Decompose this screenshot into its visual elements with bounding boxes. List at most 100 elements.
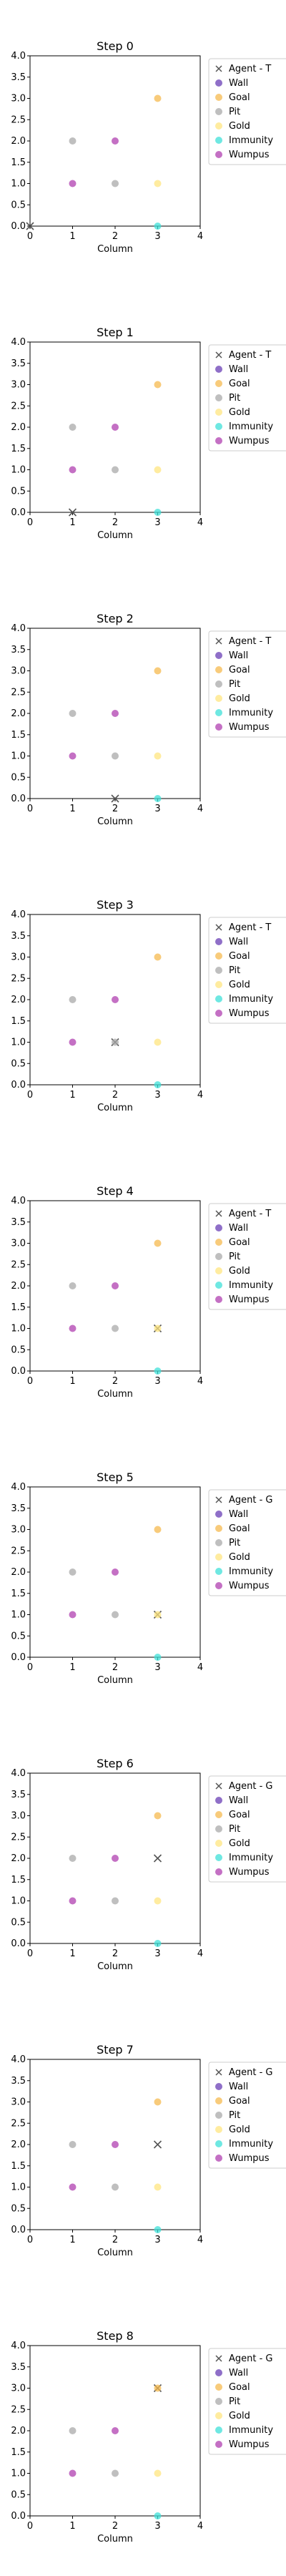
legend-label: Wumpus xyxy=(229,1867,270,1878)
legend-label: Immunity xyxy=(229,2425,273,2436)
y-tick-label: 1.0 xyxy=(11,1896,26,1907)
x-tick-label: 1 xyxy=(69,1662,75,1673)
x-tick-label: 3 xyxy=(154,1090,160,1101)
legend-label: Goal xyxy=(229,2382,250,2393)
pit-point xyxy=(112,1611,119,1619)
legend-marker xyxy=(215,137,222,144)
legend-marker xyxy=(215,652,222,659)
legend-label: Goal xyxy=(229,1237,250,1248)
chart-panel-1: Step 1 0 1 2 3 4 0.0 0.5 1.0 1.5 2.0 2.5 3.0 3.5 4.0 Co… xyxy=(11,326,286,541)
pit-point xyxy=(112,180,119,187)
legend-label: Wumpus xyxy=(229,2439,270,2450)
immunity-point xyxy=(154,1654,162,1661)
x-tick-label: 1 xyxy=(69,517,75,528)
x-tick-label: 1 xyxy=(69,804,75,814)
y-tick-label: 1.0 xyxy=(11,2469,26,2479)
goal-point xyxy=(154,2385,162,2392)
legend-label: Pit xyxy=(229,1538,240,1548)
x-axis-label: Column xyxy=(97,1103,133,1113)
x-tick-label: 0 xyxy=(27,1662,33,1673)
pit-point xyxy=(69,137,77,145)
pit-point xyxy=(112,1325,119,1332)
y-tick-label: 0.5 xyxy=(11,2203,26,2214)
chart-title: Step 0 xyxy=(97,39,134,53)
chart-panel-4: Step 40 1 2 3 40.00.51.01.52.02.53.03.54.0Co… xyxy=(11,1184,286,1400)
chart-title: Step 4 xyxy=(97,1184,134,1198)
legend-marker xyxy=(215,1010,222,1017)
pit-point xyxy=(69,710,77,717)
legend-marker xyxy=(215,366,222,373)
pit-point xyxy=(112,2184,119,2191)
y-tick-label: 2.5 xyxy=(11,114,26,125)
legend-label: Pit xyxy=(229,679,240,690)
legend-label: Gold xyxy=(229,2124,250,2135)
legend-marker xyxy=(215,2426,222,2434)
gold-point xyxy=(154,1325,162,1332)
x-tick-label: 2 xyxy=(112,1948,118,1959)
x-tick-label: 4 xyxy=(197,1948,203,1959)
x-axis-label: Column xyxy=(97,1389,133,1400)
y-tick-label: 0.5 xyxy=(11,2489,26,2500)
legend-label: Wall xyxy=(229,364,248,375)
legend-marker xyxy=(215,995,222,1002)
legend-label: Pit xyxy=(229,393,240,404)
wumpus-point xyxy=(69,1039,77,1046)
legend-label: Immunity xyxy=(229,1853,273,1863)
chart-panel-2: Step 20 1 2 3 40.00.51.01.52.02.53.03.54.0Co… xyxy=(11,612,286,827)
y-tick-label: 0.0 xyxy=(11,2225,26,2235)
legend-marker xyxy=(215,2126,222,2133)
pit-point xyxy=(69,1855,77,1862)
gold-point xyxy=(154,180,162,187)
legend-label: Wall xyxy=(229,1795,248,1806)
legend-label: Wall xyxy=(229,78,248,89)
legend-marker xyxy=(215,981,222,988)
legend-label: Gold xyxy=(229,980,250,990)
gold-point xyxy=(154,467,162,474)
y-tick-label: 2.0 xyxy=(11,136,26,147)
y-tick-label: 2.0 xyxy=(11,1281,26,1292)
y-tick-label: 0.5 xyxy=(11,772,26,783)
y-tick-label: 1.5 xyxy=(11,2161,26,2172)
x-tick-label: 4 xyxy=(197,517,203,528)
y-tick-label: 2.5 xyxy=(11,1832,26,1843)
pit-point xyxy=(69,1568,77,1576)
y-tick-label: 4.0 xyxy=(11,51,26,62)
wumpus-point xyxy=(69,2184,77,2191)
legend-marker xyxy=(215,380,222,387)
immunity-point xyxy=(154,223,162,230)
legend-label: Wall xyxy=(229,650,248,661)
legend-label: Immunity xyxy=(229,135,273,146)
y-tick-label: 4.0 xyxy=(11,1482,26,1493)
chart-panel-7: Step 7 0 1 2 3 4 0.0 0.5 1.0 1.5 2.0 2.5 3.0 3.5 4.0 Co… xyxy=(11,2043,286,2258)
wumpus-point xyxy=(69,2470,77,2477)
y-tick-label: 0.5 xyxy=(11,1631,26,1641)
legend-marker xyxy=(215,2412,222,2419)
legend-label: Goal xyxy=(229,92,250,103)
y-tick-label: 4.0 xyxy=(11,1196,26,1206)
legend-label: Goal xyxy=(229,665,250,675)
legend-label: Agent - T xyxy=(229,64,271,74)
legend-label: Gold xyxy=(229,1552,250,1563)
y-tick-label: 1.5 xyxy=(11,1302,26,1313)
chart-title: Step 3 xyxy=(97,898,134,912)
legend-marker xyxy=(215,666,222,673)
legend-marker xyxy=(215,122,222,130)
goal-point xyxy=(154,954,162,961)
y-tick-label: 0.0 xyxy=(11,1366,26,1377)
legend-marker xyxy=(215,1282,222,1289)
legend-label: Gold xyxy=(229,121,250,132)
wumpus-point xyxy=(112,1282,119,1289)
legend-marker xyxy=(215,108,222,115)
x-tick-label: 3 xyxy=(154,517,160,528)
gold-point xyxy=(154,753,162,760)
legend-marker xyxy=(215,409,222,416)
legend-marker xyxy=(215,1568,222,1575)
x-axis-label: Column xyxy=(97,1675,133,1686)
y-tick-label: 2.5 xyxy=(11,973,26,984)
legend-marker xyxy=(215,2398,222,2405)
legend-marker xyxy=(215,2384,222,2391)
legend-marker xyxy=(215,723,222,731)
wumpus-point xyxy=(112,996,119,1003)
y-tick-label: 4.0 xyxy=(11,2341,26,2351)
